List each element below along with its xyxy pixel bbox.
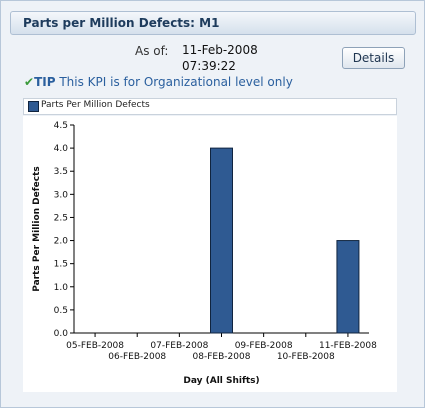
chart-area: 0.0 0.5 1.0 1.5 2.0 2.5 3.0 3.5 4.0 4.5 05-FEB-200…	[23, 116, 397, 392]
x-tick-label: 06-FEB-2008	[108, 352, 166, 362]
y-axis-title: Parts Per Million Defects	[32, 166, 42, 292]
tip-row: ✔TIP This KPI is for Organizational leve…	[24, 75, 293, 89]
y-tick-label: 2.0	[54, 237, 69, 247]
y-tick-label: 1.0	[54, 283, 69, 293]
tip-label: TIP	[34, 75, 56, 89]
y-tick-label: 4.5	[54, 121, 68, 131]
bar-chart: 0.0 0.5 1.0 1.5 2.0 2.5 3.0 3.5 4.0 4.5 05-FEB-200…	[32, 121, 377, 386]
details-button[interactable]: Details	[342, 47, 405, 69]
bar	[210, 147, 233, 334]
panel-title: Parts per Million Defects: M1	[23, 16, 220, 30]
y-tick-label: 3.0	[54, 190, 69, 200]
panel-header: Parts per Million Defects: M1	[10, 11, 416, 35]
x-tick-label: 07-FEB-2008	[150, 341, 208, 351]
legend-swatch	[28, 101, 39, 112]
x-tick-label: 09-FEB-2008	[235, 341, 293, 351]
x-tick-label: 11-FEB-2008	[319, 341, 377, 351]
x-tick-label: 08-FEB-2008	[193, 352, 251, 362]
as-of-date: 11-Feb-2008	[182, 43, 258, 57]
y-tick-label: 2.5	[54, 213, 68, 223]
y-tick-label: 4.0	[54, 144, 69, 154]
x-axis-title: Day (All Shifts)	[183, 376, 259, 386]
x-tick-label: 10-FEB-2008	[277, 352, 335, 362]
y-tick-label: 0.5	[54, 306, 68, 316]
as-of-time: 07:39:22	[182, 59, 236, 73]
x-tick-label: 05-FEB-2008	[66, 341, 124, 351]
bar	[336, 240, 360, 334]
tip-text: This KPI is for Organizational level onl…	[59, 75, 293, 89]
legend-series-name: Parts Per Million Defects	[41, 100, 150, 110]
as-of-label: As of:	[135, 44, 169, 58]
y-tick-label: 0.0	[54, 329, 69, 339]
chart-legend: Parts Per Million Defects	[23, 98, 397, 115]
y-tick-label: 1.5	[54, 260, 68, 270]
y-tick-label: 3.5	[54, 167, 68, 177]
checkmark-icon: ✔	[24, 75, 35, 89]
